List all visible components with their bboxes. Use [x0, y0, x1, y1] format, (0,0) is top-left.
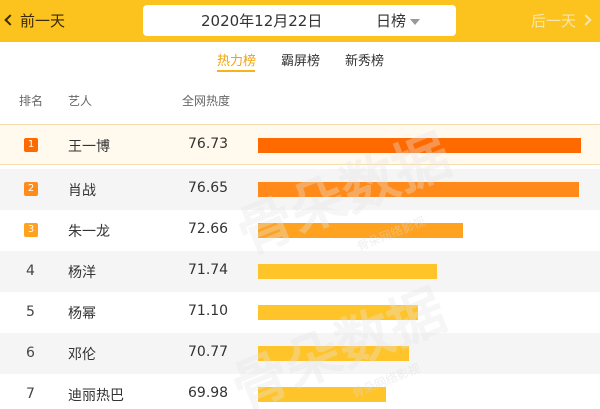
ranking-row[interactable]: 3 朱一龙 72.66 [0, 210, 600, 251]
column-header-rank: 排名 [19, 94, 44, 108]
top-bar: 前一天 2020年12月22日 日榜 后一天 [0, 0, 600, 42]
artist-name[interactable]: 王一博 [68, 139, 110, 155]
rank-number: 6 [26, 345, 35, 361]
tab-screen-ranking[interactable]: 霸屏榜 [281, 54, 321, 69]
ranking-tabs: 热力榜 霸屏榜 新秀榜 [0, 42, 600, 74]
rank-badge: 1 [24, 138, 38, 152]
artist-name[interactable]: 邓伦 [68, 347, 96, 363]
period-label: 日榜 [376, 12, 407, 30]
heat-score: 72.66 [188, 221, 229, 237]
heat-score: 71.10 [188, 303, 229, 319]
chevron-right-icon [580, 14, 592, 26]
date-picker[interactable]: 2020年12月22日 日榜 [143, 5, 456, 36]
next-day-label: 后一天 [530, 11, 576, 30]
caret-down-icon [410, 18, 421, 25]
heat-score: 76.73 [188, 136, 229, 152]
heat-bar [258, 138, 581, 153]
period-selector[interactable]: 日榜 [376, 10, 421, 31]
column-header-heat: 全网热度 [182, 94, 231, 108]
next-day-button[interactable]: 后一天 [531, 8, 594, 32]
ranking-row[interactable]: 5 杨幂 71.10 [0, 292, 600, 333]
active-tab-indicator [217, 70, 255, 72]
ranking-row[interactable]: 4 杨洋 71.74 [0, 251, 600, 292]
chevron-left-icon [4, 14, 16, 26]
previous-day-label: 前一天 [20, 11, 66, 30]
previous-day-button[interactable]: 前一天 [2, 8, 65, 32]
heat-bar [258, 264, 437, 279]
artist-name[interactable]: 杨洋 [68, 265, 96, 281]
tab-newcomer-ranking[interactable]: 新秀榜 [345, 54, 385, 69]
heat-bar [258, 305, 419, 320]
heat-bar [258, 223, 464, 238]
rank-badge: 2 [24, 182, 38, 196]
ranking-row[interactable]: 6 邓伦 70.77 [0, 333, 600, 374]
artist-name[interactable]: 肖战 [68, 183, 96, 199]
rank-number: 4 [26, 263, 35, 279]
ranking-row[interactable]: 7 迪丽热巴 69.98 [0, 374, 600, 409]
rank-number: 7 [26, 386, 35, 402]
selected-date[interactable]: 2020年12月22日 [201, 12, 323, 30]
tab-heat-ranking[interactable]: 热力榜 [217, 54, 257, 69]
heat-bar [258, 346, 409, 361]
artist-name[interactable]: 杨幂 [68, 306, 96, 322]
ranking-row[interactable]: 1 王一博 76.73 [0, 124, 600, 165]
ranking-row[interactable]: 2 肖战 76.65 [0, 169, 600, 210]
heat-bar [258, 387, 386, 402]
column-header-artist: 艺人 [68, 94, 93, 108]
rank-number: 5 [26, 304, 35, 320]
heat-bar [258, 182, 579, 197]
artist-name[interactable]: 迪丽热巴 [68, 388, 124, 404]
heat-score: 69.98 [188, 385, 229, 401]
artist-name[interactable]: 朱一龙 [68, 224, 110, 240]
heat-score: 71.74 [188, 262, 229, 278]
rank-badge: 3 [24, 223, 38, 237]
heat-score: 76.65 [188, 180, 229, 196]
heat-score: 70.77 [188, 344, 229, 360]
